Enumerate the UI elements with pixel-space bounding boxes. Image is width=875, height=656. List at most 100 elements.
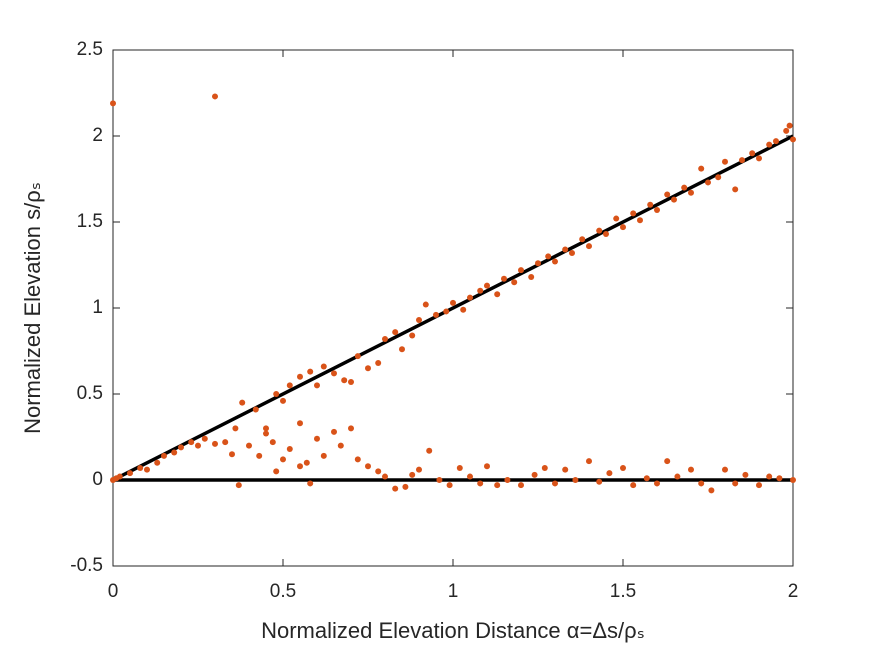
point	[562, 466, 569, 473]
point	[664, 191, 671, 198]
point	[756, 482, 762, 489]
point	[144, 466, 150, 473]
point	[409, 332, 416, 339]
point	[790, 136, 796, 143]
point	[382, 335, 388, 342]
y-tick-label: 1	[92, 297, 103, 318]
point	[354, 353, 361, 360]
point	[630, 482, 637, 489]
point	[766, 141, 773, 148]
point	[280, 456, 286, 463]
point	[456, 464, 463, 471]
y-tick-label: 2	[92, 125, 103, 146]
point	[426, 447, 433, 454]
point	[460, 306, 467, 313]
point	[239, 399, 246, 406]
point	[681, 184, 688, 191]
x-tick-label: 1.5	[610, 581, 636, 602]
point	[443, 308, 450, 315]
point	[528, 274, 535, 281]
point	[742, 471, 749, 478]
y-tick-label: -0.5	[70, 555, 103, 576]
point	[127, 470, 133, 477]
point	[596, 478, 603, 485]
point	[722, 466, 728, 473]
point	[504, 477, 511, 483]
point	[280, 397, 286, 404]
point	[688, 466, 694, 473]
point	[739, 157, 745, 164]
point	[178, 444, 184, 451]
point	[613, 215, 620, 222]
point	[331, 370, 337, 377]
point	[137, 464, 144, 471]
point	[307, 368, 314, 375]
point	[246, 442, 252, 449]
point	[314, 435, 320, 442]
point	[331, 428, 337, 435]
point	[382, 473, 388, 480]
point	[552, 480, 558, 487]
point	[392, 485, 399, 492]
x-axis-label: Normalized Elevation Distance α=Δs/ρₛ	[261, 618, 645, 643]
point	[484, 282, 490, 289]
point	[320, 452, 327, 459]
point	[229, 451, 235, 458]
point	[365, 365, 371, 372]
point	[766, 473, 773, 480]
point	[450, 299, 456, 306]
x-tick-label: 0.5	[270, 581, 296, 602]
point	[562, 246, 569, 253]
point	[392, 329, 399, 336]
point	[776, 475, 783, 482]
y-tick-label: 1.5	[77, 211, 103, 232]
point	[531, 471, 538, 478]
x-tick-label: 0	[108, 581, 119, 602]
point	[535, 260, 541, 267]
point	[402, 483, 409, 490]
point	[416, 317, 422, 324]
point	[579, 236, 586, 243]
point	[354, 456, 361, 463]
point	[212, 93, 218, 100]
point	[422, 301, 429, 308]
point	[637, 217, 643, 224]
point	[518, 267, 524, 274]
point	[722, 158, 728, 165]
x-tick-label: 2	[788, 581, 799, 602]
y-tick-label: 2.5	[77, 39, 103, 60]
point	[201, 435, 208, 442]
point	[256, 452, 263, 459]
reference-line	[112, 134, 794, 482]
point	[263, 430, 269, 437]
point	[586, 243, 592, 250]
point	[232, 425, 239, 432]
point	[786, 122, 793, 129]
point	[436, 477, 443, 483]
point	[688, 189, 694, 196]
point	[603, 231, 609, 238]
point	[518, 482, 524, 489]
point	[273, 468, 280, 475]
point	[467, 294, 473, 301]
point	[647, 201, 654, 208]
y-tick-label: 0	[92, 469, 103, 490]
point	[314, 382, 320, 389]
point	[552, 258, 558, 265]
point	[399, 346, 405, 353]
point	[307, 480, 314, 487]
point	[715, 174, 722, 181]
point	[365, 463, 371, 470]
point	[620, 224, 626, 231]
point	[586, 458, 592, 465]
point	[297, 373, 303, 380]
point	[286, 446, 293, 453]
point	[446, 482, 453, 489]
point	[773, 138, 779, 145]
point	[732, 480, 739, 487]
point	[273, 391, 280, 397]
point	[195, 442, 201, 449]
point	[222, 439, 229, 446]
point	[705, 179, 711, 186]
